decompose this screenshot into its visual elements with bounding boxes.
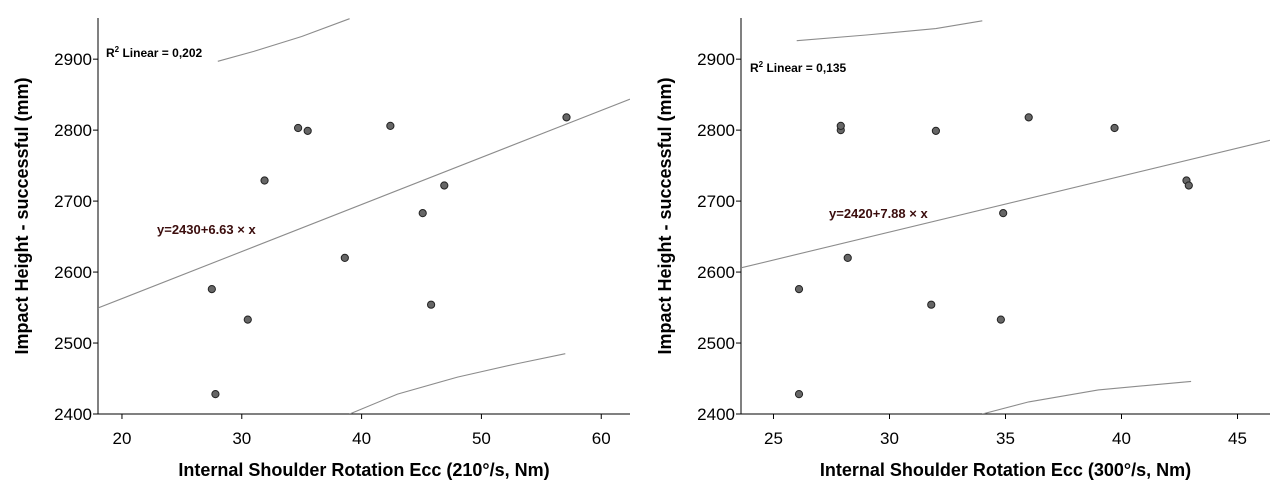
data-point [562, 113, 571, 122]
y-tick-label: 2700 [697, 192, 735, 211]
data-point [1024, 113, 1033, 122]
x-tick-label: 60 [592, 429, 611, 448]
y-tick-label: 2600 [54, 263, 92, 282]
data-point [1184, 181, 1193, 190]
fit-line [98, 98, 630, 309]
x-tick-label: 30 [232, 429, 251, 448]
data-point [843, 253, 852, 262]
y-tick-label: 2400 [54, 405, 92, 424]
y-tick-label: 2600 [697, 263, 735, 282]
y-tick-label: 2800 [54, 121, 92, 140]
x-tick-label: 45 [1228, 429, 1247, 448]
r2-label: R2 Linear = 0,202 [106, 45, 203, 60]
data-point [418, 209, 427, 218]
ci-lower-curve [982, 380, 1192, 414]
ci-upper-curve [217, 18, 350, 62]
y-tick-label: 2900 [697, 50, 735, 69]
y-tick-label: 2400 [697, 405, 735, 424]
y-axis-label: Impact Height - successful (mm) [12, 77, 32, 354]
data-point [1110, 123, 1119, 133]
x-tick-label: 50 [472, 429, 491, 448]
x-tick-label: 30 [880, 429, 899, 448]
data-point [207, 284, 216, 294]
r2-label: R2 Linear = 0,135 [750, 60, 847, 75]
ci-upper-curve [796, 20, 983, 42]
x-tick-label: 35 [996, 429, 1015, 448]
data-point [211, 390, 220, 399]
data-point [996, 315, 1005, 324]
data-point [931, 126, 940, 135]
fit-equation: y=2420+7.88 × x [829, 206, 928, 221]
fit-line [741, 139, 1270, 269]
data-point [260, 176, 269, 185]
y-tick-label: 2500 [54, 334, 92, 353]
y-axis-label: Impact Height - successful (mm) [655, 77, 675, 354]
fit-equation: y=2430+6.63 × x [157, 222, 256, 237]
data-point [440, 181, 449, 190]
data-point [426, 300, 436, 309]
data-point [927, 300, 936, 309]
plot-area [741, 20, 1270, 414]
data-point [303, 126, 312, 135]
chart-panel-2: 2400 2500 2600 2700 2800 2900 25 30 35 40 45 Intern… [655, 18, 1270, 480]
y-tick-label: 2900 [54, 50, 92, 69]
ci-lower-curve [349, 353, 566, 414]
plot-area [98, 18, 630, 414]
y-tick-label: 2700 [54, 192, 92, 211]
data-point [999, 209, 1008, 218]
data-point [386, 121, 395, 130]
data-point [794, 390, 804, 399]
chart-panel-1: 2400 2500 2600 2700 2800 2900 20 30 40 50 60 Intern… [12, 18, 630, 480]
y-tick-label: 2500 [697, 334, 735, 353]
x-tick-label: 20 [113, 429, 132, 448]
x-tick-label: 40 [1112, 429, 1131, 448]
data-point [293, 123, 303, 133]
data-point [243, 315, 252, 324]
x-axis-label: Internal Shoulder Rotation Ecc (300°/s, … [820, 460, 1191, 480]
data-point [836, 121, 845, 130]
x-tick-label: 25 [764, 429, 783, 448]
y-tick-label: 2800 [697, 121, 735, 140]
x-axis-label: Internal Shoulder Rotation Ecc (210°/s, … [178, 460, 549, 480]
data-point [794, 284, 804, 294]
x-tick-label: 40 [352, 429, 371, 448]
data-point [340, 253, 349, 262]
